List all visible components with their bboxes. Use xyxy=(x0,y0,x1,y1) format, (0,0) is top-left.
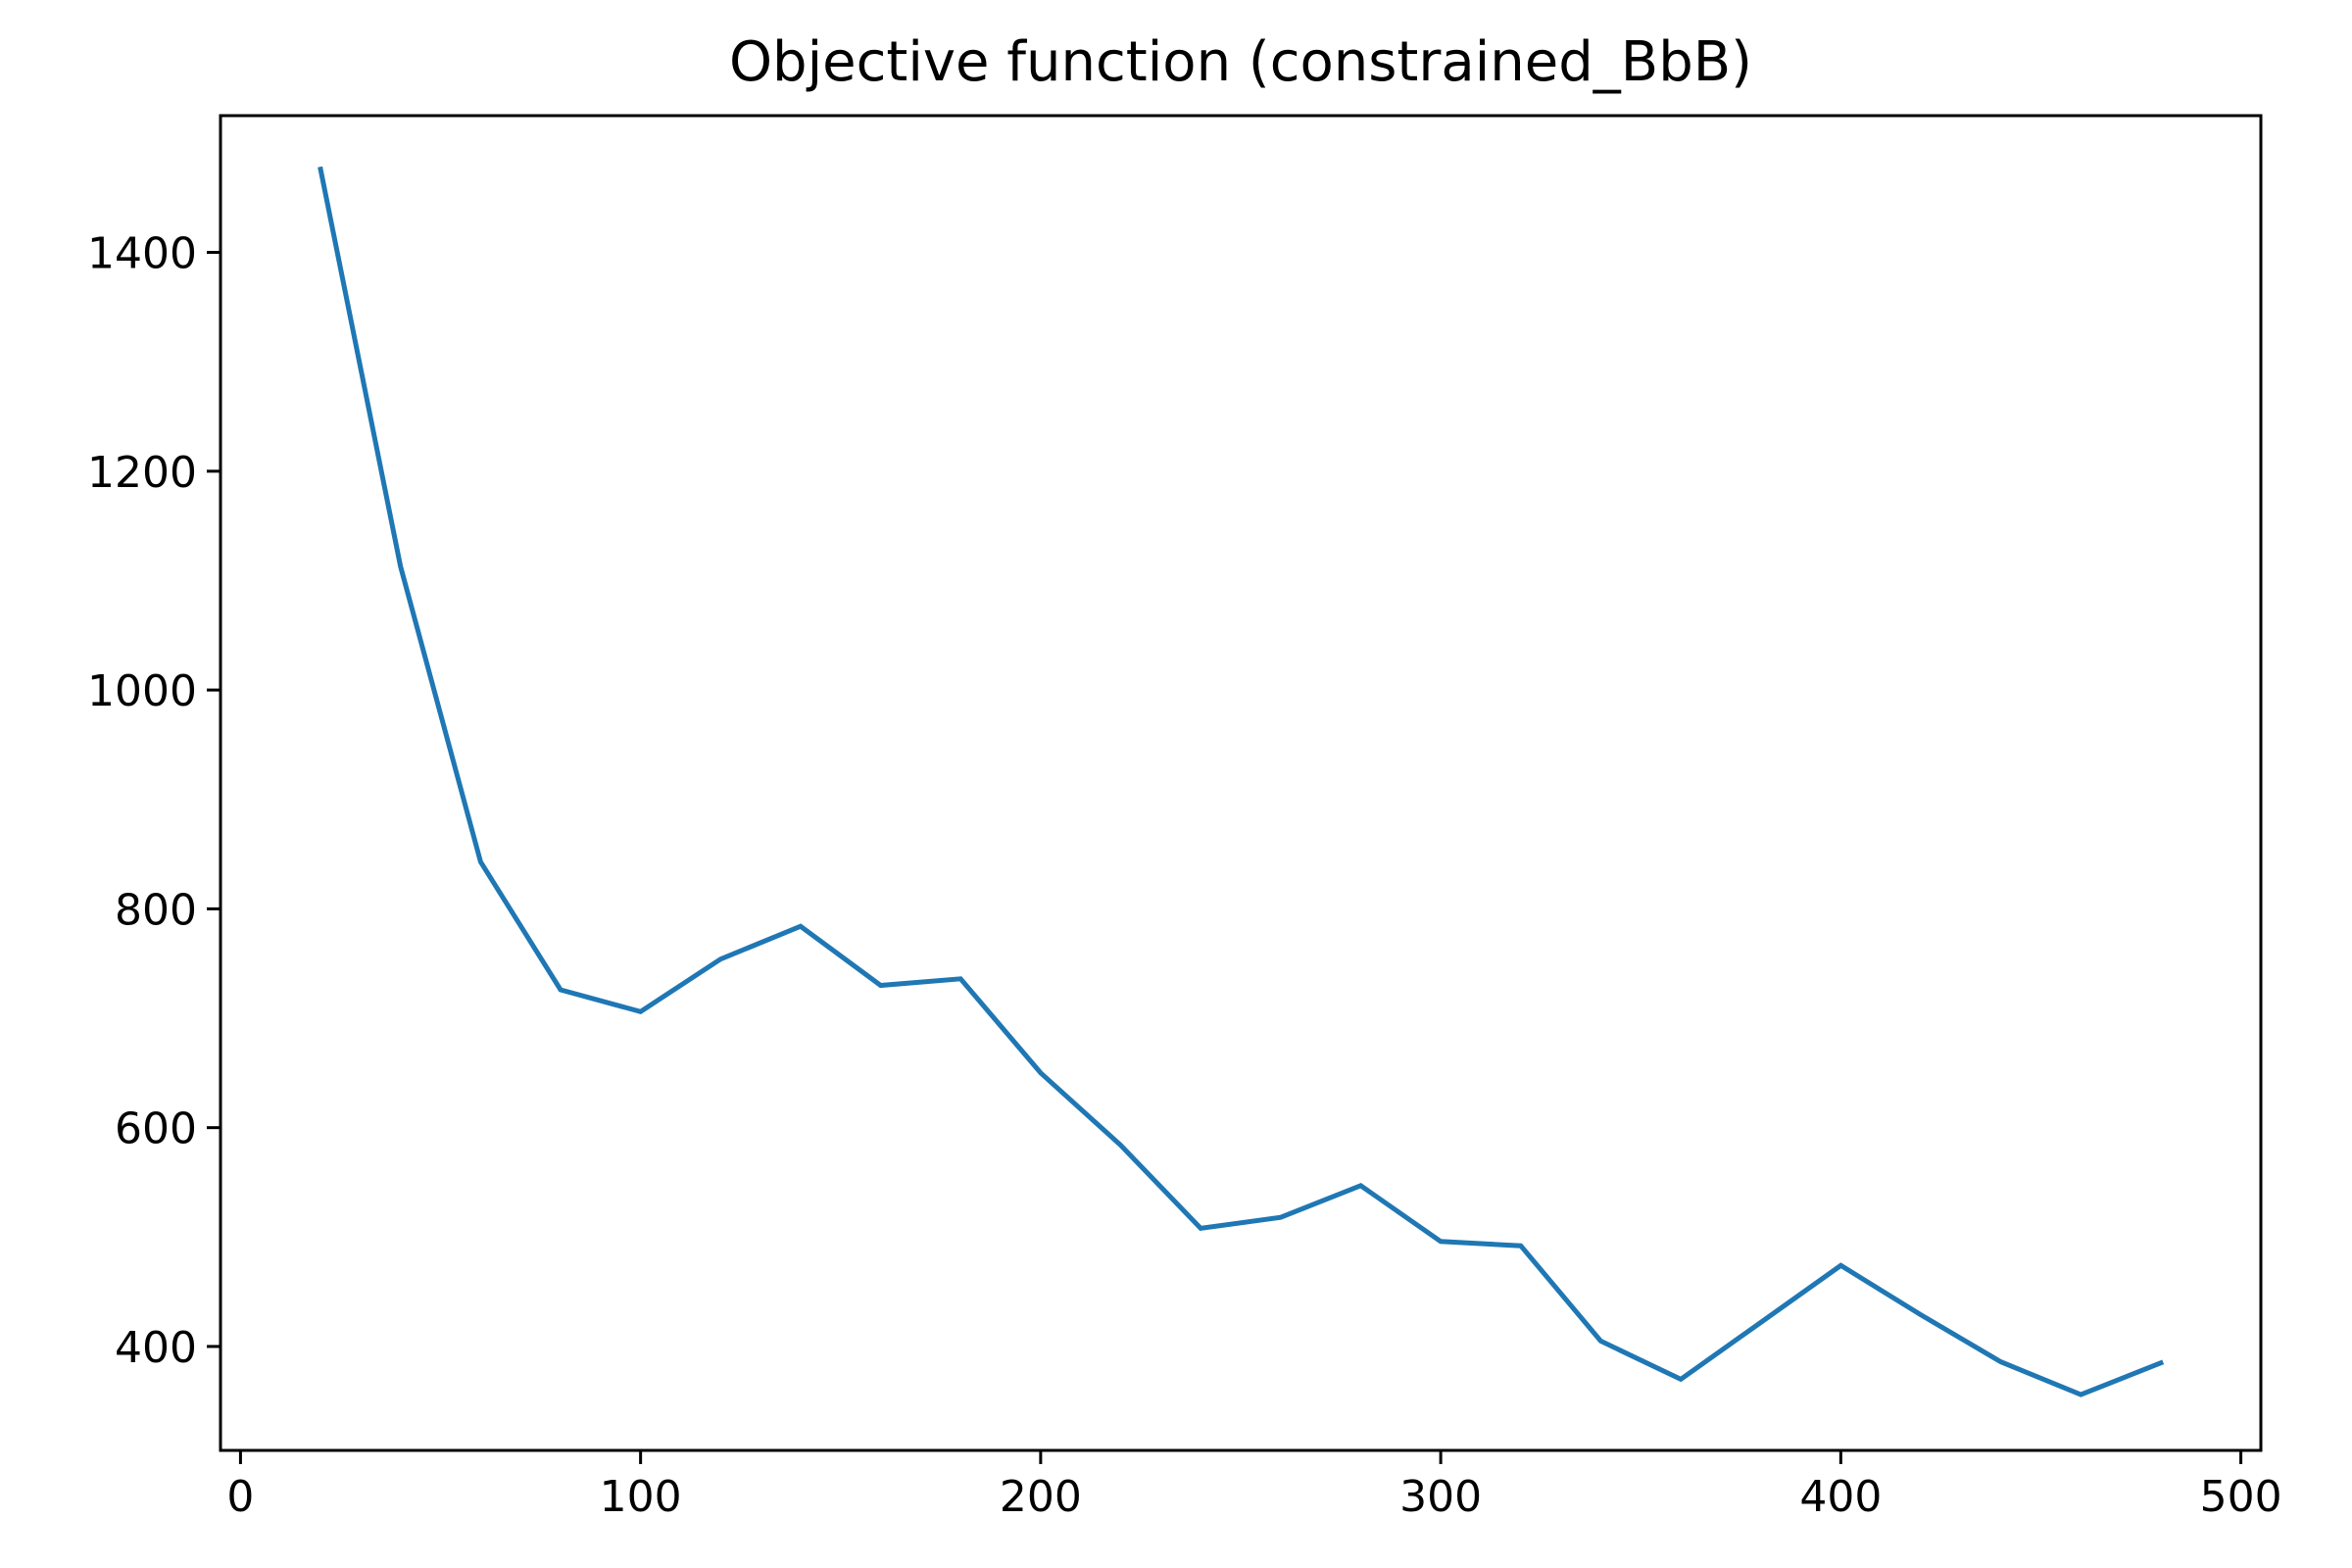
x-tick-label: 200 xyxy=(1000,1472,1082,1522)
chart-title: Objective function (constrained_BbB) xyxy=(729,30,1752,94)
y-tick-label: 1200 xyxy=(87,448,197,498)
x-tick-label: 0 xyxy=(226,1472,254,1522)
y-tick-label: 800 xyxy=(115,885,197,935)
series-layer xyxy=(318,166,2165,1397)
x-tick-label: 300 xyxy=(1399,1472,1482,1522)
plot-area-frame xyxy=(219,114,2263,1452)
x-tick-label: 400 xyxy=(1799,1472,1882,1522)
y-tick-label: 400 xyxy=(115,1323,197,1373)
x-tick-label: 500 xyxy=(2200,1472,2282,1522)
y-tick-label: 1000 xyxy=(87,666,197,716)
y-tick-label: 600 xyxy=(115,1104,197,1154)
series-line-objective xyxy=(318,166,2165,1397)
x-axis: 0 100 200 300 400 500 xyxy=(226,1450,2282,1522)
x-tick-label: 100 xyxy=(600,1472,682,1522)
y-axis: 400 600 800 1000 1200 1400 xyxy=(87,229,220,1373)
y-tick-label: 1400 xyxy=(87,229,197,279)
